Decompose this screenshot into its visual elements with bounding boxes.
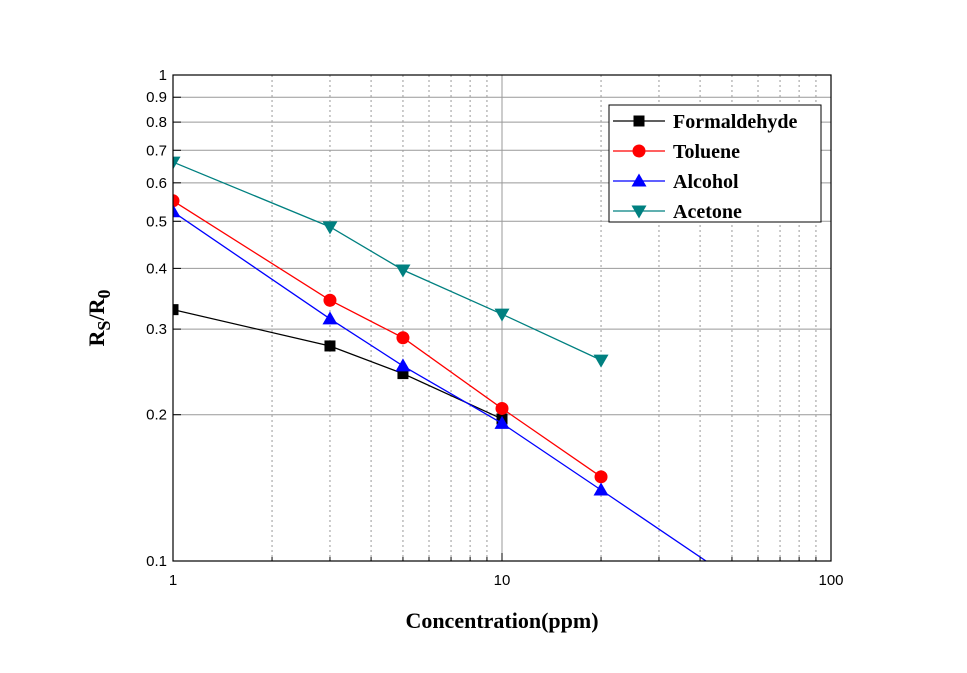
- x-tick-label: 10: [494, 572, 511, 589]
- x-tick-label: 1: [169, 572, 177, 589]
- legend: Formaldehyde Toluene Alcohol Acetone: [608, 104, 822, 223]
- marker-triangle-down: [322, 221, 338, 235]
- marker-triangle-down: [631, 205, 647, 219]
- marker-triangle-down: [494, 308, 510, 322]
- series-alcohol: [173, 204, 708, 561]
- ticks: 1 10 100 0.1 0.2 0.3 0.4 0.5 0.6 0.7 0.8 0.9 1: [146, 67, 843, 589]
- y-tick-label: 0.2: [146, 407, 167, 424]
- y-tick-label: 0.1: [146, 553, 167, 570]
- x-tick-label: 100: [818, 572, 843, 589]
- marker-square: [397, 368, 409, 380]
- legend-label: Acetone: [673, 201, 742, 223]
- series-line: [173, 211, 708, 561]
- y-tick-label: 0.9: [146, 89, 167, 106]
- marker-triangle-down: [395, 264, 411, 278]
- series-group: [173, 156, 708, 561]
- y-tick-label: 1: [159, 67, 167, 84]
- y-tick-label: 0.3: [146, 321, 167, 338]
- y-tick-label: 0.6: [146, 175, 167, 192]
- marker-circle: [632, 144, 646, 158]
- legend-item: Toluene: [613, 141, 740, 163]
- y-tick-label: 0.8: [146, 114, 167, 131]
- y-tick-label: 0.7: [146, 142, 167, 159]
- series-formaldehyde: [173, 304, 508, 425]
- marker-circle: [173, 194, 180, 208]
- marker-circle: [396, 331, 410, 345]
- marker-triangle-up: [173, 204, 181, 218]
- marker-triangle-up: [322, 311, 338, 325]
- y-axis-label: RS/R0: [84, 290, 114, 347]
- legend-label: Toluene: [673, 141, 740, 163]
- marker-circle: [495, 401, 509, 415]
- marker-square: [324, 340, 336, 352]
- y-tick-label: 0.5: [146, 213, 167, 230]
- legend-label: Formaldehyde: [673, 111, 798, 133]
- marker-triangle-up: [494, 415, 510, 429]
- legend-label: Alcohol: [673, 171, 739, 193]
- legend-item: Acetone: [613, 201, 742, 223]
- marker-triangle-up: [395, 358, 411, 372]
- marker-circle: [594, 470, 608, 484]
- series-line: [173, 309, 503, 420]
- legend-item: Formaldehyde: [613, 111, 798, 133]
- marker-triangle-up: [631, 173, 647, 187]
- x-axis-label: Concentration(ppm): [405, 608, 598, 633]
- series-toluene: [173, 194, 608, 484]
- legend-item: Alcohol: [613, 171, 739, 193]
- y-tick-label: 0.4: [146, 260, 167, 277]
- marker-triangle-down: [593, 354, 609, 368]
- marker-triangle-down: [173, 156, 181, 170]
- series-line: [173, 161, 602, 361]
- marker-square: [173, 304, 179, 316]
- marker-triangle-up: [593, 482, 609, 496]
- marker-square: [633, 115, 645, 127]
- series-line: [173, 200, 602, 478]
- marker-circle: [323, 293, 337, 307]
- series-acetone: [173, 156, 609, 368]
